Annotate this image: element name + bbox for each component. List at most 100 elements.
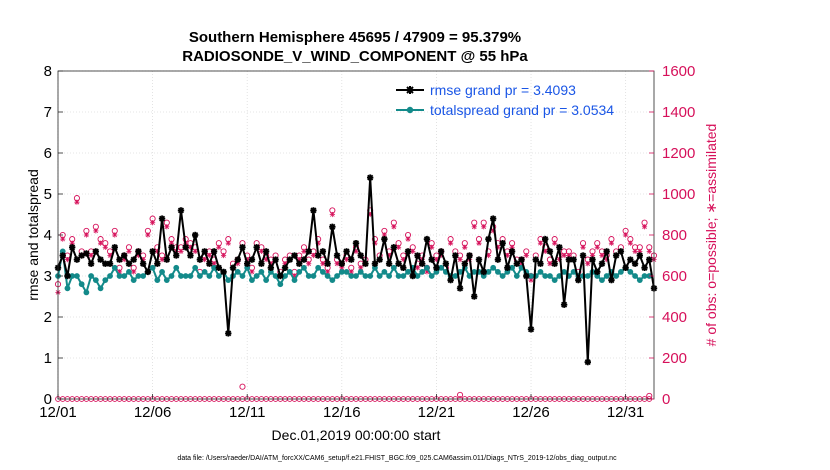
totalspread-point xyxy=(130,277,137,283)
totalspread-point xyxy=(414,273,421,279)
rmse-point xyxy=(560,301,568,308)
rmse-point xyxy=(508,248,516,255)
y-axis-label: rmse and totalspread xyxy=(25,169,41,301)
totalspread-point xyxy=(69,273,76,279)
totalspread-point xyxy=(334,273,340,279)
legend: rmse grand pr = 3.4093 totalspread grand… xyxy=(396,82,614,118)
footer-data-file: data file: /Users/raeder/DAI/ATM_forcXX/… xyxy=(177,455,617,462)
totalspread-point xyxy=(547,273,553,279)
totalspread-point xyxy=(319,269,326,275)
y-tick-label-8: 8 xyxy=(44,63,52,80)
rmse-point xyxy=(277,272,284,280)
x-tick-label-5: 12/26 xyxy=(512,404,550,421)
rmse-point xyxy=(201,248,208,255)
rmse-point xyxy=(617,248,625,255)
y-tick-label-0: 0 xyxy=(44,391,52,408)
obs-assimilated-point xyxy=(646,248,652,254)
rmse-point xyxy=(281,264,289,271)
totalspread-point xyxy=(88,273,95,279)
rmse-point xyxy=(362,260,369,267)
x-axis-label: Dec.01,2019 00:00:00 start xyxy=(272,427,441,443)
bottom-outlier-point xyxy=(646,392,653,399)
rmse-point xyxy=(87,260,95,267)
totalspread-point xyxy=(452,273,459,279)
obs-assimilated-point xyxy=(306,261,312,267)
rmse-point xyxy=(518,256,525,263)
totalspread-point xyxy=(159,269,165,275)
totalspread-point xyxy=(438,264,445,271)
rmse-point xyxy=(291,252,298,259)
totalspread-point xyxy=(357,269,364,275)
obs-assimilated-point xyxy=(608,240,615,246)
obs-assimilated-point xyxy=(641,224,648,230)
totalspread-point xyxy=(192,264,199,271)
rmse-point xyxy=(253,244,260,251)
rmse-point xyxy=(92,248,100,255)
rmse-point xyxy=(471,293,478,300)
rmse-point xyxy=(210,248,218,255)
totalspread-point xyxy=(301,264,307,271)
rmse-point xyxy=(258,260,265,267)
rmse-point xyxy=(225,330,232,337)
rmse-point xyxy=(489,215,497,222)
obs-assimilated-point xyxy=(220,252,227,259)
totalspread-point xyxy=(163,277,170,283)
legend-spread-marker xyxy=(406,106,414,114)
obs-assimilated-point xyxy=(561,252,567,259)
obs-assimilated-point xyxy=(211,261,217,267)
totalspread-point xyxy=(405,269,411,275)
rmse-point xyxy=(300,256,308,263)
totalspread-point xyxy=(253,273,260,279)
rmse-point xyxy=(187,252,194,259)
totalspread-point xyxy=(561,269,568,275)
rmse-point xyxy=(409,272,416,280)
rmse-point xyxy=(73,256,81,263)
totalspread-point xyxy=(102,277,109,283)
rmse-point xyxy=(64,272,71,280)
rmse-point xyxy=(385,260,393,267)
y2-axis-label: # of obs: o=possible; ∗=assimilated xyxy=(703,124,719,347)
totalspread-point xyxy=(92,277,99,283)
obs-assimilated-point xyxy=(131,269,137,275)
totalspread-point xyxy=(211,264,217,271)
rmse-point xyxy=(144,268,152,276)
rmse-point xyxy=(400,264,407,271)
rmse-point xyxy=(513,260,521,267)
rmse-point xyxy=(404,248,412,255)
bottom-outlier-point xyxy=(239,383,246,390)
totalspread-point xyxy=(187,273,194,279)
obs-assimilated-point xyxy=(216,244,222,250)
rmse-point xyxy=(191,231,199,239)
totalspread-point xyxy=(206,273,213,279)
totalspread-point xyxy=(239,273,246,279)
rmse-point xyxy=(575,276,582,284)
totalspread-point xyxy=(234,269,241,275)
rmse-point xyxy=(537,260,544,267)
rmse-point xyxy=(594,268,601,276)
obs-assimilated-point xyxy=(93,228,99,234)
rmse-point xyxy=(149,248,156,255)
obs-assimilated-point xyxy=(462,244,468,250)
totalspread-point xyxy=(551,277,558,283)
obs-assimilated-point xyxy=(594,244,600,250)
totalspread-point xyxy=(509,264,515,271)
totalspread-point xyxy=(395,273,402,279)
totalspread-point xyxy=(282,273,288,279)
obs-assimilated-point xyxy=(523,252,529,259)
rmse-point xyxy=(532,256,539,263)
rmse-point xyxy=(622,264,629,271)
obs-assimilated-point xyxy=(102,244,108,250)
x-tick-label-6: 12/31 xyxy=(607,404,645,421)
rmse-point xyxy=(636,252,644,259)
obs-assimilated-point xyxy=(471,224,477,230)
totalspread-point xyxy=(168,273,175,279)
obs-assimilated-point xyxy=(623,232,629,238)
rmse-point xyxy=(135,248,142,255)
totalspread-point xyxy=(291,277,298,283)
obs-assimilated-point xyxy=(249,269,255,275)
totalspread-point xyxy=(490,264,497,271)
rmse-point xyxy=(220,268,227,276)
totalspread-point xyxy=(315,264,322,271)
obs-assimilated-point xyxy=(310,252,317,259)
rmse-point xyxy=(319,248,327,255)
